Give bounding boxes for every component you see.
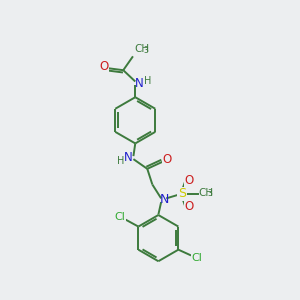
Text: Cl: Cl bbox=[191, 253, 202, 263]
Text: CH: CH bbox=[134, 44, 149, 55]
Text: N: N bbox=[160, 193, 169, 206]
Text: 3: 3 bbox=[143, 46, 148, 56]
Text: N: N bbox=[135, 77, 144, 90]
Text: S: S bbox=[178, 187, 186, 200]
Text: Cl: Cl bbox=[114, 212, 125, 222]
Text: 3: 3 bbox=[208, 189, 213, 198]
Text: N: N bbox=[124, 151, 133, 164]
Text: H: H bbox=[117, 156, 124, 166]
Text: O: O bbox=[163, 153, 172, 166]
Text: O: O bbox=[185, 174, 194, 187]
Text: O: O bbox=[185, 200, 194, 213]
Text: CH: CH bbox=[199, 188, 214, 198]
Text: H: H bbox=[144, 76, 151, 85]
Text: O: O bbox=[99, 60, 109, 73]
